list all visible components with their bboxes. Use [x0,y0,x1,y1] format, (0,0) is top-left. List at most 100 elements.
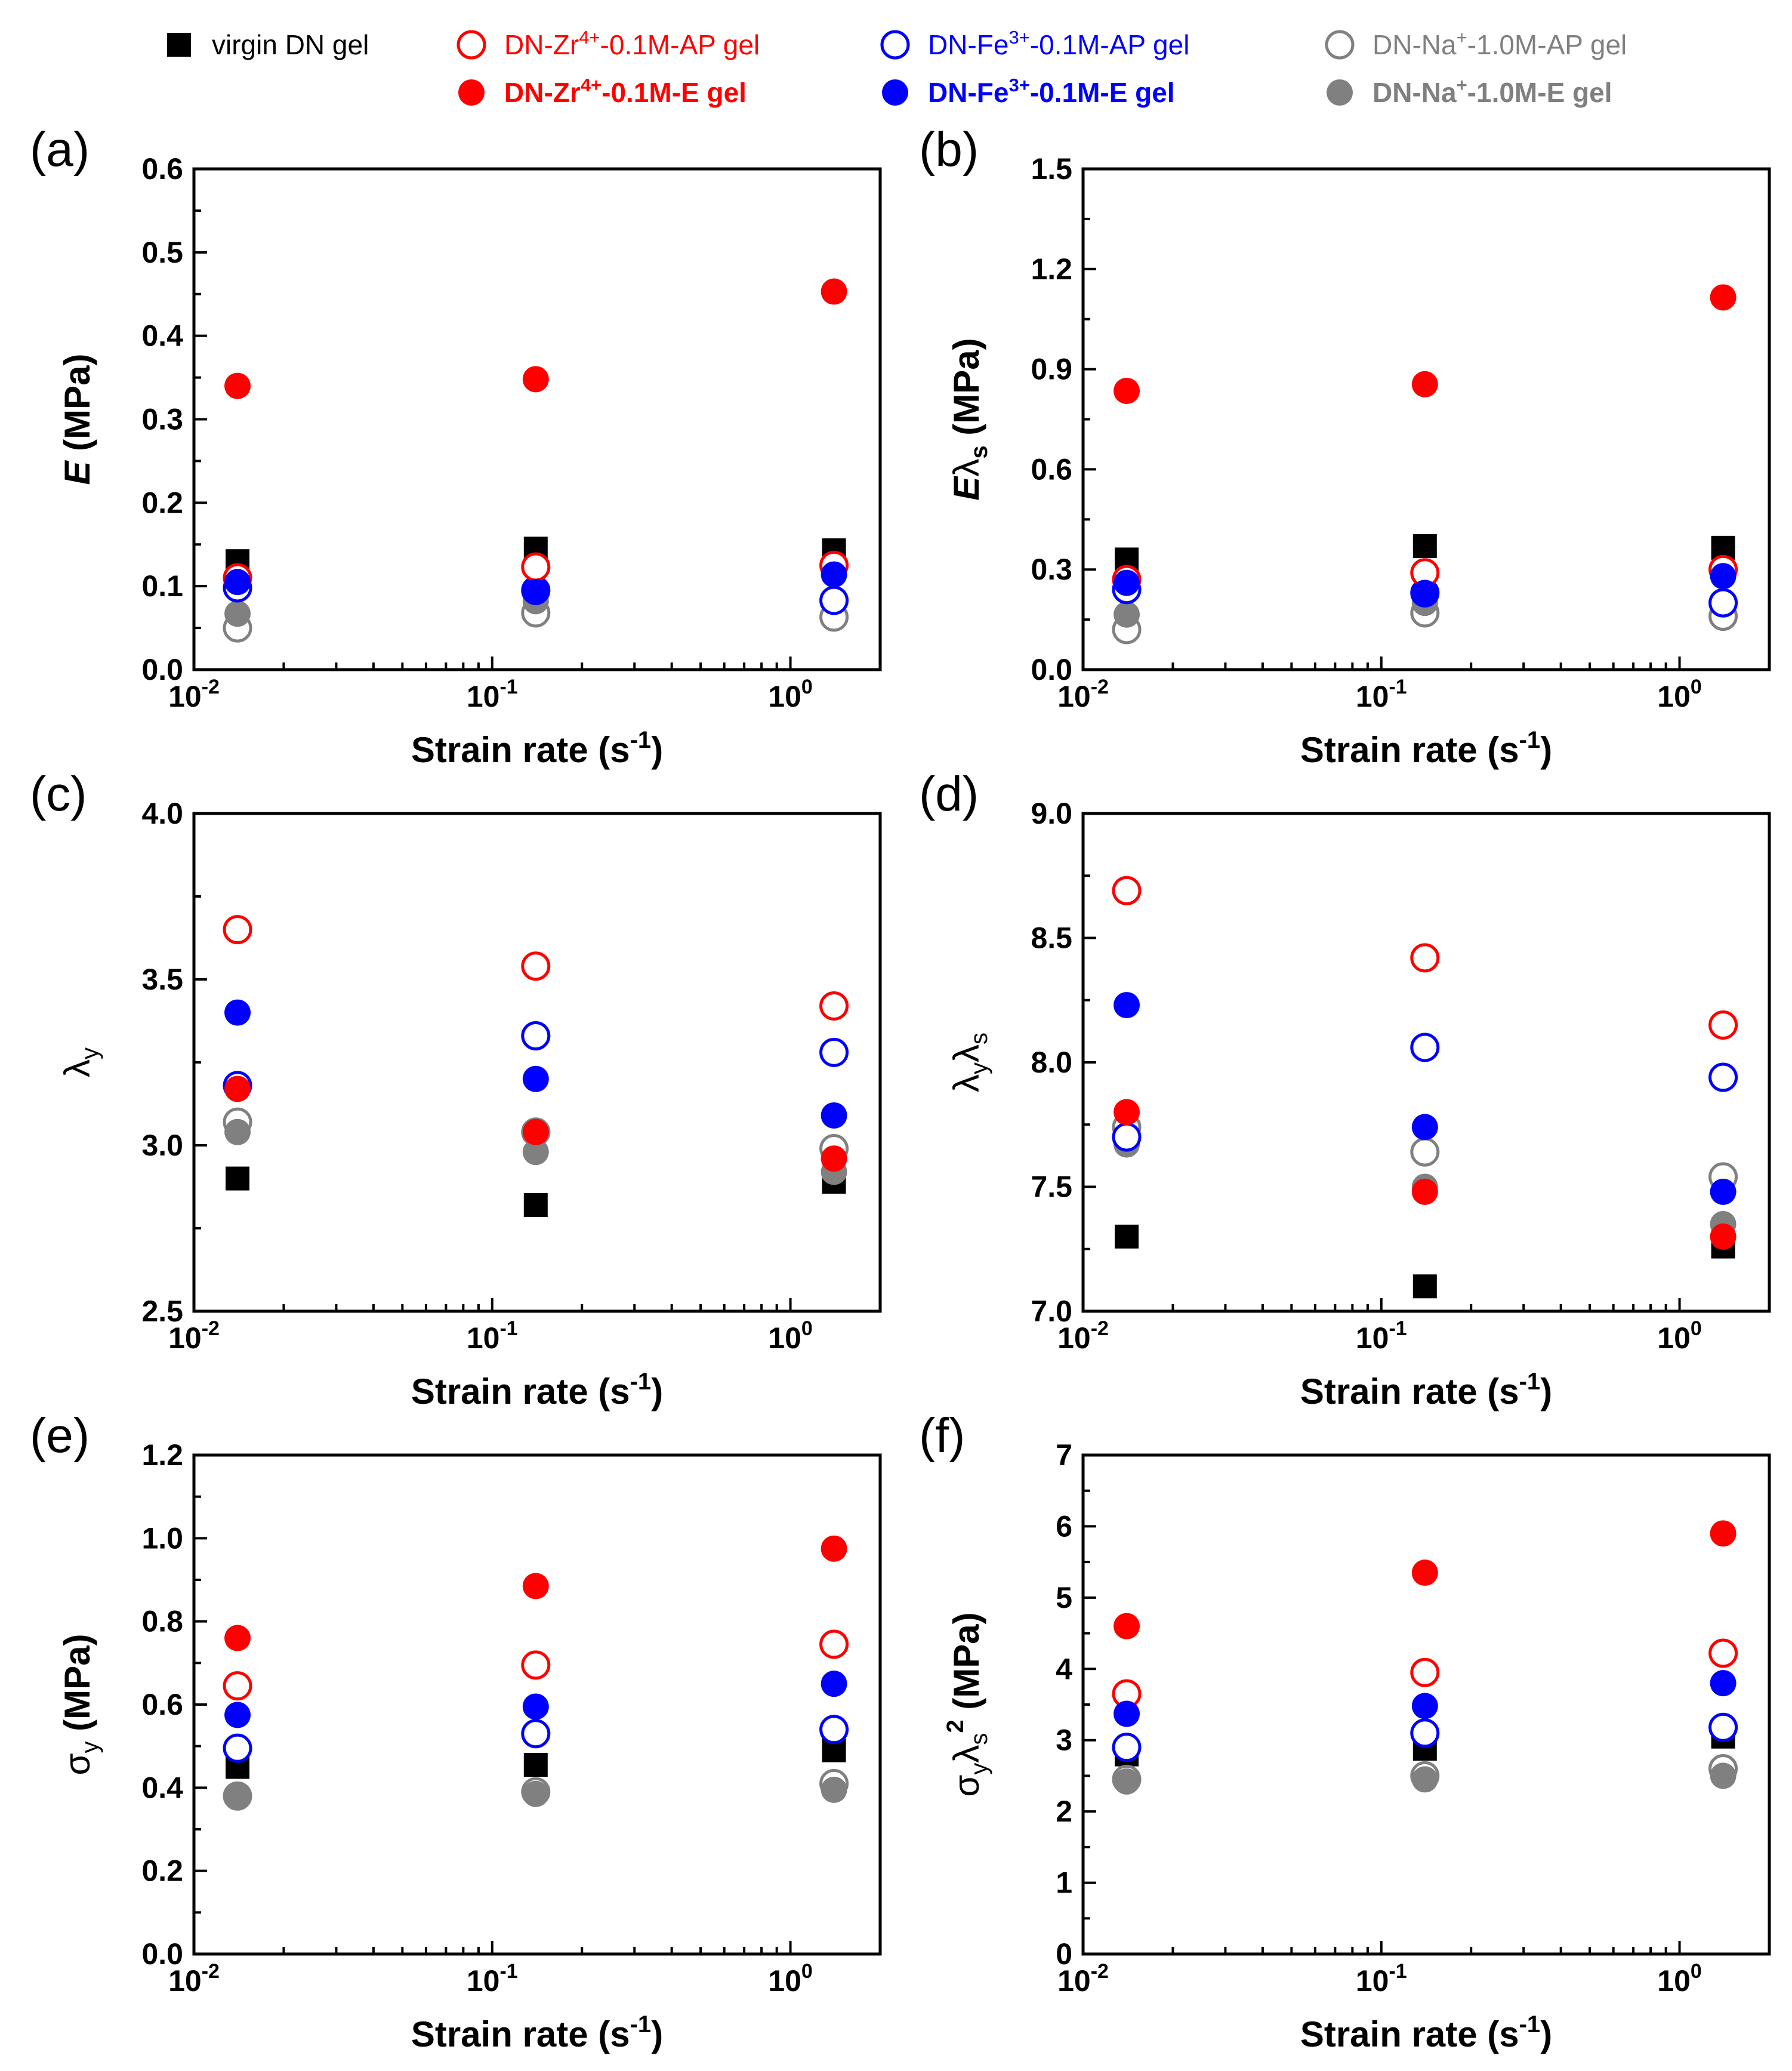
x-tick-label: 100 [768,1960,813,1998]
legend-label-virgin: virgin DN gel [212,29,369,60]
data-point-fe_ap [1410,1718,1440,1748]
legend-marker-na_e [1327,79,1353,106]
data-point-na_e [1114,1768,1140,1795]
data-point-zr_e [1710,1520,1737,1547]
data-point-zr_e [1114,377,1140,404]
data-point-na_e [224,1118,251,1145]
x-tick-label: 100 [1657,1960,1702,1998]
x-axis-title: Strain rate (s-1) [1300,727,1552,770]
panel-letter: (d) [919,767,979,821]
data-point-virgin [1412,1274,1437,1299]
data-point-fe_e [1411,580,1438,606]
x-tick-label: 10-2 [168,1317,220,1355]
legend-marker-fe_ap [880,30,910,60]
y-tick-label: 6 [1056,1509,1072,1543]
data-point-zr_ap [1708,1010,1738,1040]
data-point-zr_ap [521,552,551,582]
x-axis-title: Strain rate (s-1) [411,2011,663,2054]
y-axis-title: σy (MPa) [57,1634,103,1775]
data-point-fe_ap [1708,1712,1738,1742]
data-point-fe_e [224,1702,251,1728]
data-point-zr_ap [1410,1657,1440,1687]
y-tick-label: 0.5 [141,236,183,269]
data-point-fe_ap [1112,1733,1142,1762]
x-tick-label: 100 [1657,676,1702,713]
data-point-virgin [1412,534,1437,559]
data-point-zr_ap [223,915,252,945]
x-tick-label: 10-1 [467,1317,518,1355]
data-point-na_e [1710,1762,1737,1789]
legend-marker-fe_e [882,79,908,106]
y-tick-label: 0.4 [141,1771,183,1804]
x-tick-label: 10-2 [168,676,220,713]
data-point-fe_e [1710,1670,1737,1697]
panel-d: 10-2 10-1 100 7.0 7.5 8.0 8.5 9.0 (d) Strain rate… [919,767,1771,1412]
data-point-fe_e [821,1671,847,1697]
data-point-na_e [1411,1766,1438,1793]
data-point-na_e [1114,601,1140,628]
data-point-zr_ap [223,1671,252,1701]
data-point-na_e [224,600,251,627]
legend-label-fe_ap: DN-Fe3+-0.1M-AP gel [928,27,1189,60]
data-point-fe_e [1710,1178,1737,1205]
x-tick-label: 10-1 [1356,676,1407,713]
panel-letter: (b) [919,122,979,177]
x-axis-title: Strain rate (s-1) [1300,2011,1552,2054]
y-axis-title: λy [57,1047,103,1077]
data-point-fe_e [224,999,251,1026]
y-tick-label: 0.2 [141,486,183,519]
panel-letter: (a) [30,122,90,177]
data-point-zr_ap [1410,943,1440,973]
data-point-fe_e [1411,1114,1438,1141]
legend-label-na_ap: DN-Na+-1.0M-AP gel [1372,27,1627,60]
data-point-fe_ap [1112,1122,1142,1152]
legend-marker-zr_ap [457,30,486,60]
legend-marker-na_ap [1325,30,1355,60]
data-point-fe_ap [819,585,849,615]
x-axis-title: Strain rate (s-1) [411,1369,663,1412]
data-point-virgin [226,1166,250,1191]
data-point-zr_e [821,278,847,305]
x-tick-label: 10-1 [467,676,518,713]
data-point-zr_e [1114,1613,1140,1639]
data-point-virgin [523,1753,548,1777]
y-axis-title: Eλs (MPa) [946,338,992,500]
x-tick-label: 10-1 [1356,1317,1407,1355]
x-axis-title: Strain rate (s-1) [1300,1369,1552,1412]
y-tick-label: 7 [1056,1438,1072,1472]
data-point-fe_e [1411,1693,1438,1719]
data-point-zr_ap [1112,876,1142,905]
x-tick-label: 10-2 [1057,1317,1109,1355]
data-point-na_e [522,1780,549,1807]
data-point-fe_e [224,569,251,596]
panel-letter: (e) [30,1409,90,1463]
data-point-fe_ap [1410,1033,1440,1062]
plot-frame [192,812,882,1313]
legend-label-zr_ap: DN-Zr4+-0.1M-AP gel [504,27,760,60]
data-point-zr_e [224,1075,251,1102]
data-point-fe_e [821,1102,847,1129]
data-point-zr_e [821,1535,847,1562]
panel-e: 10-2 10-1 100 0.0 0.2 0.4 0.6 0.8 1.0 1.2 (e) Strai… [30,1409,882,2054]
data-point-fe_ap [521,1719,551,1749]
data-point-fe_ap [1708,1062,1738,1092]
y-tick-label: 3.5 [141,963,183,996]
y-tick-label: 8.0 [1031,1046,1072,1079]
y-tick-label: 0.1 [141,569,183,603]
x-tick-label: 100 [1657,1317,1702,1355]
y-tick-label: 0.8 [141,1605,183,1638]
data-point-virgin [523,1193,548,1218]
data-point-fe_e [1710,563,1737,590]
y-tick-label: 0.4 [141,319,183,353]
data-point-zr_ap [521,951,551,981]
data-point-zr_e [1411,371,1438,397]
data-point-fe_e [821,561,847,588]
y-tick-label: 0.0 [1031,653,1072,686]
panel-a: 10-2 10-1 100 0.0 0.1 0.2 0.3 0.4 0.5 0.6 (a) Strai… [30,122,882,770]
data-point-na_e [224,1783,251,1810]
data-point-zr_ap [521,1650,551,1680]
y-axis-title: λyλs [946,1033,992,1092]
data-point-fe_ap [521,1021,551,1051]
data-point-zr_e [1411,1178,1438,1205]
